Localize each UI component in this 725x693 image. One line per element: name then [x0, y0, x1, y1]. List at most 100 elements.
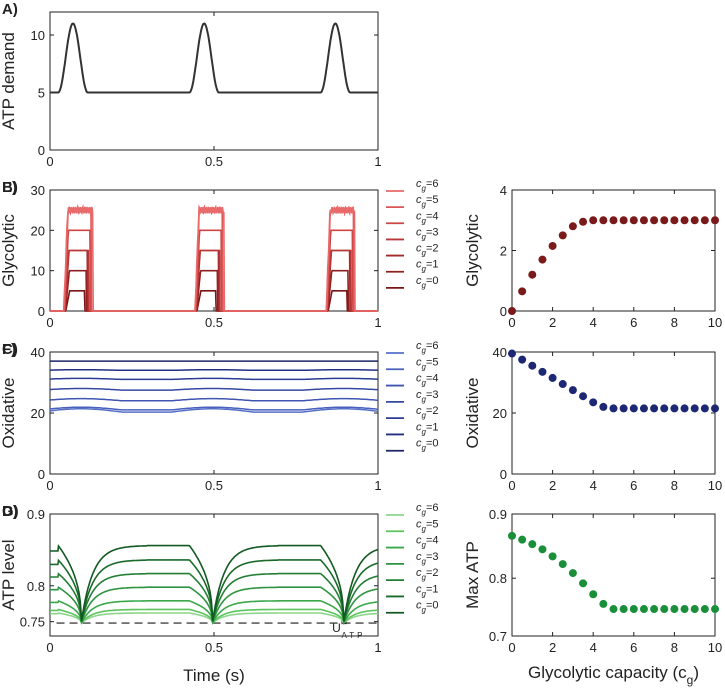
x-tick-label: 1 [374, 315, 381, 330]
y-tick-label: 30 [31, 183, 45, 198]
legend-entry: cg=4 [386, 373, 439, 388]
legend-entry: cg=1 [386, 259, 439, 274]
legend-subscript: g [422, 265, 427, 274]
x-tick-label: 6 [630, 478, 637, 493]
legend-entry: cg=5 [386, 194, 439, 209]
panel-label-B: B) [2, 179, 18, 196]
y-tick-label: 0 [500, 467, 507, 482]
legend-value: =4 [426, 210, 439, 222]
legend-entry: cg=3 [386, 389, 439, 404]
legend-label: cg=5 [416, 518, 439, 533]
legend-label: cg=5 [416, 356, 439, 371]
x-tick-label: 0 [46, 315, 53, 330]
threshold-sub: ATP [341, 631, 365, 640]
legend-value: =0 [426, 600, 439, 612]
legend-value: =0 [426, 438, 439, 450]
scatter-point-G [700, 605, 709, 614]
scatter-point-F [518, 355, 527, 364]
legend-value: =1 [426, 583, 439, 595]
legend-c: c [416, 567, 422, 579]
y-axis-label-D: ATP level [0, 539, 18, 610]
legend-entry: cg=0 [386, 600, 439, 615]
x-tick-label: 0.5 [205, 315, 223, 330]
panel-label-A: A) [2, 1, 18, 18]
x-tick-label: 1 [374, 154, 381, 169]
legend-label: cg=0 [416, 438, 439, 453]
x-tick-label: 6 [630, 640, 637, 655]
y-tick-label: 4 [500, 183, 507, 198]
scatter-point-E [690, 216, 699, 225]
legend-value: =3 [426, 389, 439, 401]
oxidative-line [50, 377, 379, 381]
y-tick-label: 0.8 [489, 571, 507, 586]
y-tick-label: 20 [493, 406, 507, 421]
legend-c: c [416, 518, 422, 530]
y-axis-label-A: ATP demand [0, 32, 18, 130]
legend-value: =1 [426, 421, 439, 433]
scatter-point-G [599, 599, 608, 608]
y-axis-label-B: Glycolytic [0, 214, 18, 287]
x-tick-label: 2 [549, 315, 556, 330]
legend-subscript: g [422, 184, 427, 193]
legend-subscript: g [422, 444, 427, 453]
scatter-point-F [589, 398, 598, 407]
legend-value: =6 [426, 340, 439, 352]
legend-entry: cg=0 [386, 438, 439, 453]
scatter-point-F [690, 404, 699, 413]
scatter-point-G [508, 531, 516, 540]
legend-value: =1 [426, 259, 439, 271]
oxidative-line [49, 406, 379, 411]
x-tick-label: 0 [508, 315, 515, 330]
legend-value: =5 [426, 194, 439, 206]
scatter-point-G [639, 605, 648, 614]
y-axis-label-G: Max ATP [463, 541, 482, 609]
legend-value: =2 [426, 243, 439, 255]
x-tick-label: 2 [549, 640, 556, 655]
legend-c: c [416, 178, 422, 190]
panel-label-G: G) [2, 503, 19, 520]
scatter-point-E [639, 216, 648, 225]
legend-subscript: g [422, 508, 427, 517]
scatter-point-F [558, 380, 567, 389]
legend-subscript: g [422, 573, 427, 582]
y-tick-label: 40 [31, 345, 45, 360]
x-tick-label: 8 [671, 315, 678, 330]
scatter-point-G [609, 605, 618, 614]
scatter-point-F [639, 404, 648, 413]
legend-subscript: g [422, 362, 427, 371]
y-tick-label: 10 [31, 28, 45, 43]
scatter-point-E [711, 216, 719, 225]
legend-value: =4 [426, 535, 439, 547]
legend-subscript: g [422, 379, 427, 388]
scatter-point-E [700, 216, 709, 225]
x-axis-label-time: Time (s) [183, 666, 245, 685]
x-tick-label: 0 [46, 154, 53, 169]
scatter-point-E [680, 216, 689, 225]
scatter-point-G [711, 605, 719, 614]
x-tick-label: 10 [708, 640, 722, 655]
scatter-point-F [609, 404, 618, 413]
scatter-point-G [558, 560, 567, 569]
scatter-point-F [670, 404, 679, 413]
scatter-point-G [568, 569, 577, 578]
x-axis-label-capacity: Glycolytic capacity (cg) [528, 663, 699, 687]
plot-frame-G [511, 513, 716, 637]
legend-subscript: g [422, 346, 427, 355]
y-tick-label: 0.9 [489, 507, 507, 522]
legend-value: =4 [426, 373, 439, 385]
legend-subscript: g [422, 606, 427, 615]
legend-entry: cg=5 [386, 518, 439, 533]
y-axis-label-C: Oxidative [0, 378, 18, 449]
xlabel-sub: g [687, 673, 694, 687]
x-tick-label: 0.5 [205, 154, 223, 169]
legend-label: cg=1 [416, 583, 439, 598]
scatter-point-E [548, 241, 557, 250]
legend-entry: cg=2 [386, 405, 439, 420]
y-tick-label: 0.7 [489, 629, 507, 644]
scatter-point-E [599, 216, 608, 225]
scatter-point-F [660, 404, 669, 413]
scatter-point-F [680, 404, 689, 413]
x-tick-label: 6 [630, 315, 637, 330]
y-tick-label: 0 [38, 467, 45, 482]
legend-subscript: g [422, 200, 427, 209]
